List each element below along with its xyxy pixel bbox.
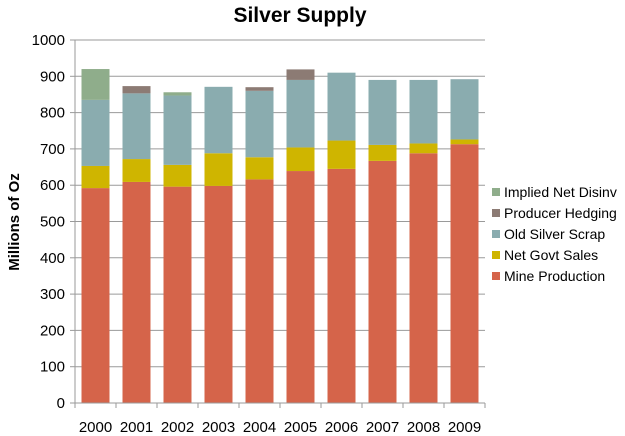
- bar-net-govt-sales-2009: [450, 139, 479, 145]
- x-tick-label: 2002: [161, 419, 194, 436]
- bar-net-govt-sales-2003: [204, 153, 233, 186]
- bar-old-silver-scrap-2006: [327, 72, 356, 141]
- bar-mine-production-2008: [409, 153, 438, 403]
- bar-net-govt-sales-2006: [327, 140, 356, 169]
- bar-implied-net-disinv-2000: [81, 69, 110, 100]
- legend-swatch: [492, 188, 500, 196]
- legend-label: Net Govt Sales: [504, 247, 598, 263]
- bar-producer-hedging-2004: [245, 87, 274, 91]
- bar-mine-production-2002: [163, 186, 192, 403]
- bar-old-silver-scrap-2003: [204, 86, 233, 154]
- y-tick-label: 200: [40, 322, 65, 339]
- y-axis-label: Millions of Oz: [6, 173, 23, 271]
- bar-net-govt-sales-2007: [368, 144, 397, 161]
- bar-mine-production-2004: [245, 179, 274, 403]
- y-tick-label: 400: [40, 250, 65, 267]
- bar-old-silver-scrap-2004: [245, 90, 274, 158]
- bar-old-silver-scrap-2000: [81, 99, 110, 166]
- bar-old-silver-scrap-2007: [368, 79, 397, 145]
- bar-net-govt-sales-2000: [81, 165, 110, 189]
- bar-old-silver-scrap-2002: [163, 95, 192, 165]
- y-tick-label: 900: [40, 68, 65, 85]
- y-tick-label: 600: [40, 177, 65, 194]
- legend-label: Implied Net Disinv: [504, 184, 617, 200]
- bar-mine-production-2006: [327, 168, 356, 403]
- x-tick-label: 2006: [325, 419, 358, 436]
- legend-swatch: [492, 272, 500, 280]
- bar-old-silver-scrap-2009: [450, 79, 479, 140]
- x-tick-label: 2003: [202, 419, 235, 436]
- x-tick-label: 2005: [284, 419, 317, 436]
- legend-label: Producer Hedging: [504, 205, 617, 221]
- y-tick-label: 100: [40, 359, 65, 376]
- bar-net-govt-sales-2002: [163, 164, 192, 187]
- bar-net-govt-sales-2008: [409, 143, 438, 154]
- bar-mine-production-2007: [368, 160, 397, 403]
- bar-mine-production-2000: [81, 188, 110, 403]
- legend-label: Old Silver Scrap: [504, 226, 605, 242]
- bar-old-silver-scrap-2008: [409, 79, 438, 144]
- bar-old-silver-scrap-2005: [286, 79, 315, 148]
- x-tick-label: 2004: [243, 419, 276, 436]
- bar-old-silver-scrap-2001: [122, 93, 151, 160]
- x-tick-label: 2000: [79, 419, 112, 436]
- x-tick-label: 2001: [120, 419, 153, 436]
- y-tick-label: 0: [57, 395, 65, 412]
- y-tick-label: 300: [40, 286, 65, 303]
- bar-net-govt-sales-2001: [122, 159, 151, 182]
- y-tick-label: 500: [40, 214, 65, 231]
- x-tick-label: 2009: [448, 419, 481, 436]
- bar-net-govt-sales-2005: [286, 147, 315, 172]
- x-axis: 2000 2001 2002 2003 2004 2005 2006 2007 2008 2009: [74, 402, 486, 436]
- legend: Implied Net Disinv Producer Hedging Old Si…: [492, 184, 617, 284]
- bar-mine-production-2003: [204, 185, 233, 403]
- legend-label: Mine Production: [504, 268, 605, 284]
- bar-producer-hedging-2001: [122, 86, 151, 94]
- bars: [81, 69, 479, 403]
- legend-swatch: [492, 230, 500, 238]
- y-tick-label: 800: [40, 105, 65, 122]
- bar-mine-production-2005: [286, 171, 315, 403]
- bar-mine-production-2001: [122, 181, 151, 403]
- y-axis-ticks: 0 100 200 300 400 500 600 700 800 900 1000: [32, 32, 76, 412]
- bar-net-govt-sales-2004: [245, 157, 274, 180]
- x-tick-label: 2007: [366, 419, 399, 436]
- bar-mine-production-2009: [450, 144, 479, 403]
- legend-swatch: [492, 251, 500, 259]
- chart-title: Silver Supply: [233, 4, 366, 27]
- x-tick-label: 2008: [407, 419, 440, 436]
- bar-implied-net-disinv-2002: [163, 92, 192, 96]
- y-tick-label: 1000: [32, 32, 65, 49]
- bar-producer-hedging-2005: [286, 69, 315, 80]
- y-tick-label: 700: [40, 141, 65, 158]
- legend-swatch: [492, 209, 500, 217]
